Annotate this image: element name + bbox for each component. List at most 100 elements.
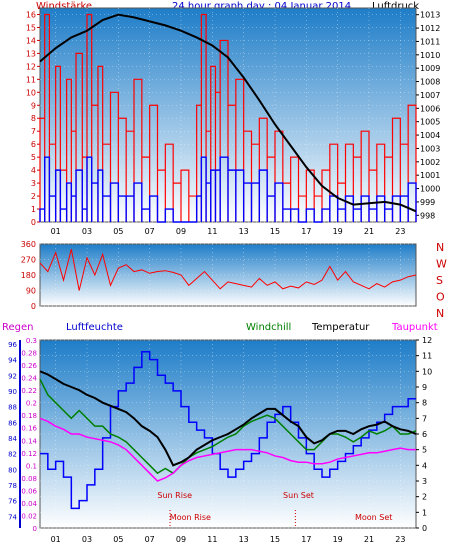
direction-axis-tick: 90	[26, 287, 36, 296]
x-tick-label: 15	[270, 535, 280, 544]
humidity-axis-tick: 82	[8, 451, 17, 459]
series-line-temperatur	[39, 370, 417, 467]
wind-axis-tick: 16	[26, 10, 36, 19]
wind-axis-tick: 5	[31, 153, 36, 162]
humidity-axis-tick: 94	[8, 357, 17, 365]
direction-letter: N	[436, 307, 444, 320]
wind-axis-tick: 15	[26, 23, 36, 32]
rain-axis-tick: 0.2	[26, 400, 37, 408]
wind-axis-tick: 12	[26, 62, 36, 71]
pressure-axis-tick: 1007	[420, 91, 440, 100]
wind-axis-tick: 7	[31, 127, 36, 136]
header-right-label: Luftdruck	[372, 1, 419, 12]
direction-axis-tick: 360	[21, 240, 36, 249]
rain-axis-tick: 0.18	[21, 412, 37, 420]
pressure-axis-tick: 1002	[420, 158, 440, 167]
wind-axis-tick: 10	[26, 88, 36, 97]
wind-axis-tick: 8	[31, 114, 36, 123]
temperature-axis-tick: 1	[422, 508, 427, 517]
pressure-axis-tick: 1009	[420, 64, 440, 73]
pressure-axis-tick: 1003	[420, 144, 440, 153]
x-tick-label: 01	[51, 535, 61, 544]
rain-axis-tick: 0.28	[21, 350, 37, 358]
temperature-axis-tick: 8	[422, 399, 427, 408]
chart-title: 24 hour graph day : 04 Januar 2014	[172, 1, 351, 12]
x-tick-label: 19	[333, 535, 343, 544]
x-tick-label: 19	[333, 227, 343, 236]
wind-axis-tick: 2	[31, 192, 36, 201]
pressure-axis-tick: 1006	[420, 104, 440, 113]
rain-axis-tick: 0.16	[21, 425, 37, 433]
event-annotation: Moon Set	[355, 513, 392, 522]
event-annotation: Moon Rise	[170, 513, 211, 522]
rain-axis-tick: 0	[33, 525, 37, 533]
rain-axis-tick: 0.02	[21, 512, 37, 520]
legend-label: Windchill	[246, 322, 291, 333]
pressure-axis-tick: 1010	[420, 51, 440, 60]
direction-letter: O	[436, 291, 445, 304]
temperature-axis-tick: 0	[422, 524, 427, 533]
temperature-axis-tick: 12	[422, 336, 432, 345]
wind-axis-tick: 4	[31, 166, 36, 175]
x-tick-label: 21	[364, 227, 374, 236]
x-tick-label: 13	[239, 227, 249, 236]
wind-axis-tick: 11	[26, 75, 36, 84]
rain-axis-tick: 0.26	[21, 362, 37, 370]
x-tick-label: 03	[82, 227, 92, 236]
pressure-axis-tick: 1004	[420, 131, 440, 140]
direction-letter: S	[436, 274, 443, 287]
event-annotation: Sun Set	[283, 491, 314, 500]
legend-label: Temperatur	[311, 322, 370, 333]
rain-axis-tick: 0.04	[21, 500, 37, 508]
wind-gust-line	[39, 156, 417, 223]
rain-axis-tick: 0.08	[21, 475, 37, 483]
humidity-axis-tick: 96	[8, 341, 17, 349]
humidity-axis-tick: 88	[8, 404, 17, 412]
wind-direction-line	[39, 249, 417, 291]
pressure-axis-tick: 999	[420, 198, 435, 207]
temperature-axis-tick: 5	[422, 446, 427, 455]
temperature-axis-tick: 2	[422, 493, 427, 502]
x-tick-label: 15	[270, 227, 280, 236]
humidity-axis-tick: 92	[8, 372, 17, 380]
direction-axis-tick: 0	[31, 302, 36, 311]
x-tick-label: 03	[82, 535, 92, 544]
wind-axis-tick: 14	[26, 36, 36, 45]
x-tick-label: 17	[301, 227, 311, 236]
x-tick-label: 11	[207, 227, 217, 236]
rain-axis-tick: 0.06	[21, 487, 37, 495]
direction-axis-tick: 180	[21, 271, 36, 280]
wind-axis-tick: 0	[31, 218, 36, 227]
x-tick-label: 17	[301, 535, 311, 544]
temperature-axis-tick: 11	[422, 352, 432, 361]
humidity-axis-tick: 76	[8, 498, 17, 506]
x-tick-label: 09	[176, 227, 186, 236]
x-tick-label: 07	[145, 227, 155, 236]
legend-label: Regen	[2, 322, 34, 333]
temperature-axis-tick: 10	[422, 367, 432, 376]
x-tick-label: 05	[113, 227, 123, 236]
x-tick-label: 05	[113, 535, 123, 544]
temperature-axis-tick: 9	[422, 383, 427, 392]
humidity-axis-tick: 86	[8, 419, 17, 427]
humidity-axis-tick: 78	[8, 482, 17, 490]
temperature-axis-tick: 4	[422, 461, 427, 470]
pressure-axis-tick: 1005	[420, 118, 440, 127]
pressure-line	[39, 13, 417, 213]
pressure-axis-tick: 1011	[420, 37, 440, 46]
x-tick-label: 13	[239, 535, 249, 544]
humidity-axis-tick: 80	[8, 466, 17, 474]
direction-axis-tick: 270	[21, 256, 36, 265]
direction-letter: N	[436, 241, 444, 254]
event-annotation: Sun Rise	[157, 491, 192, 500]
series-line-luftfeuchte	[40, 351, 416, 510]
pressure-axis-tick: 1008	[420, 78, 440, 87]
rain-axis-tick: 0.14	[21, 437, 37, 445]
direction-letter: W	[436, 258, 447, 271]
wind-speed-line	[39, 13, 417, 222]
rain-axis-tick: 0.1	[26, 462, 37, 470]
pressure-axis-tick: 1012	[420, 24, 440, 33]
wind-axis-tick: 9	[31, 101, 36, 110]
